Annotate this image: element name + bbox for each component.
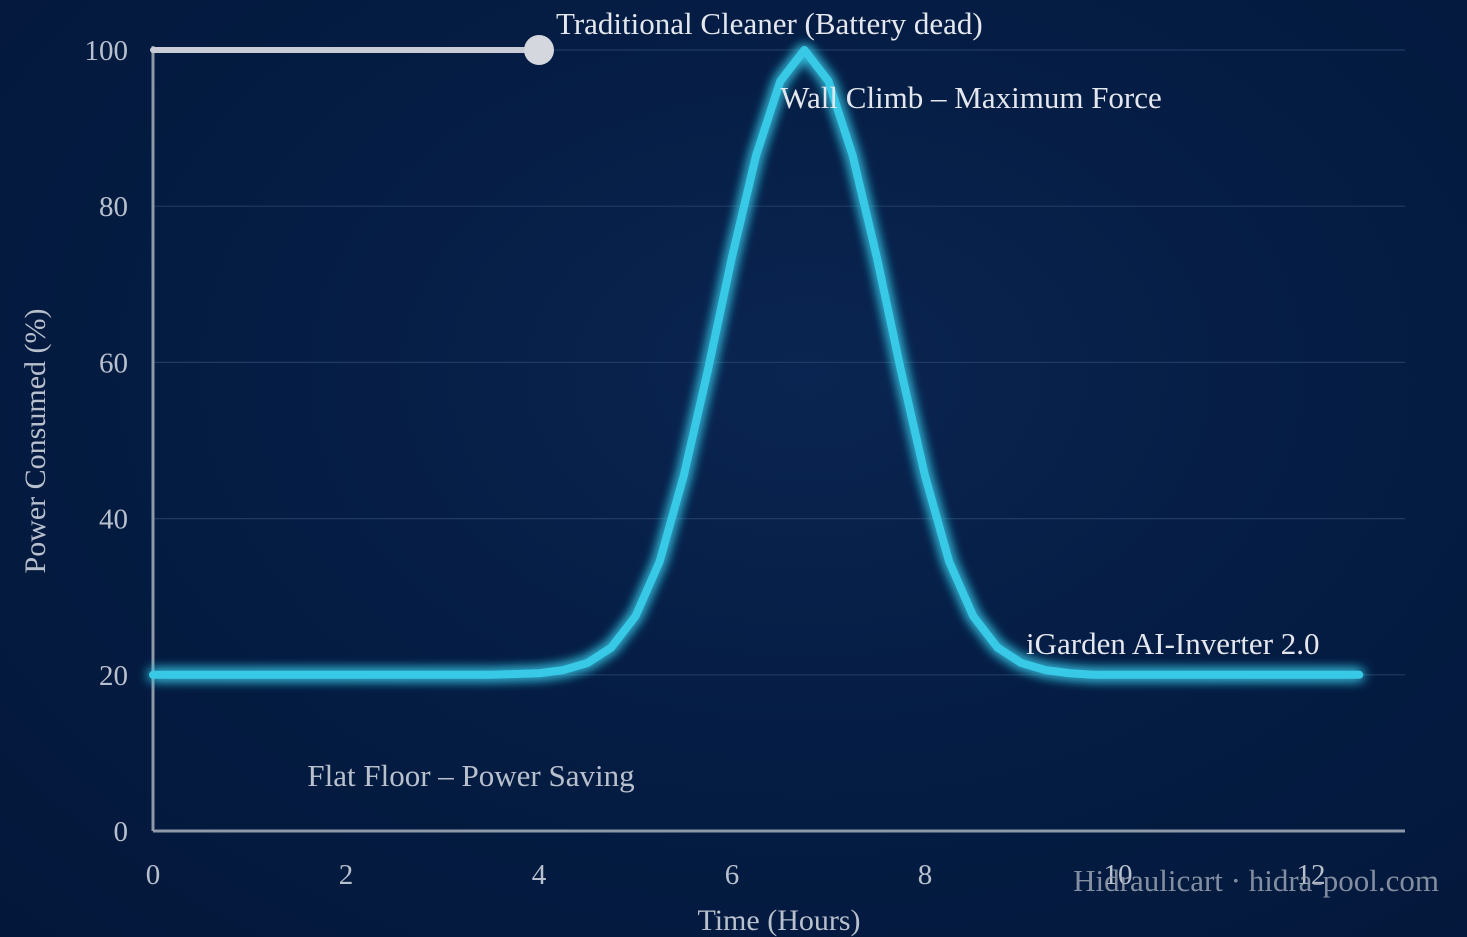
y-tick-label: 20 — [99, 660, 128, 692]
y-axis-title: Power Consumed (%) — [19, 309, 52, 574]
series-label-igarden: iGarden AI-Inverter 2.0 — [1026, 626, 1320, 661]
y-tick-label: 0 — [114, 816, 129, 848]
series-line-1 — [149, 46, 1364, 679]
y-tick-label: 40 — [99, 504, 128, 536]
x-axis-title: Time (Hours) — [697, 904, 860, 937]
x-tick-label: 8 — [918, 859, 933, 891]
series-label-traditional: Traditional Cleaner (Battery dead) — [556, 6, 983, 41]
x-tick-label: 2 — [339, 859, 354, 891]
y-tick-label: 100 — [85, 35, 129, 67]
x-tick-label: 12 — [1297, 859, 1326, 891]
y-tick-label: 80 — [99, 191, 128, 223]
x-tick-label: 10 — [1104, 859, 1133, 891]
annotation-label: Wall Climb – Maximum Force — [780, 80, 1162, 115]
y-tick-label: 60 — [99, 347, 128, 379]
x-tick-label: 6 — [725, 859, 740, 891]
series-end-marker-0 — [524, 35, 554, 65]
x-tick-label: 0 — [146, 859, 161, 891]
annotation-label: Flat Floor – Power Saving — [307, 758, 634, 793]
watermark-text: Hidraulicart · hidra-pool.com — [1073, 863, 1439, 898]
x-tick-label: 4 — [532, 859, 547, 891]
